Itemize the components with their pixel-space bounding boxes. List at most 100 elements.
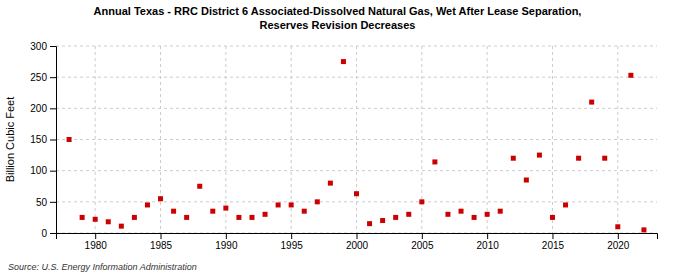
tick-label: 200 <box>30 103 47 114</box>
axis-line <box>57 234 658 240</box>
point <box>249 215 254 220</box>
point <box>380 218 385 223</box>
tick: 2000 <box>346 233 369 251</box>
tick-label: 1990 <box>215 240 238 251</box>
tick-mark <box>552 233 553 239</box>
point <box>641 227 646 232</box>
tick: 150 <box>30 134 56 145</box>
tick: 1990 <box>215 233 238 251</box>
point <box>197 184 202 189</box>
tick-label: 2000 <box>346 240 369 251</box>
grid-line-x <box>356 46 357 233</box>
point <box>419 199 424 204</box>
tick-mark <box>50 171 56 172</box>
tick: 1995 <box>281 233 304 251</box>
point <box>563 202 568 207</box>
point <box>445 212 450 217</box>
tick-mark <box>487 233 488 239</box>
point <box>119 224 124 229</box>
point <box>485 212 490 217</box>
annotation: Source: U.S. Energy Information Administ… <box>8 262 197 272</box>
tick-label: 1995 <box>281 240 304 251</box>
point <box>80 215 85 220</box>
tick-mark <box>226 233 227 239</box>
point <box>106 219 111 224</box>
tick: 2015 <box>542 233 565 251</box>
point <box>432 159 437 164</box>
tick: 200 <box>30 103 56 114</box>
point <box>289 202 294 207</box>
tick-mark <box>291 233 292 239</box>
tick-mark <box>422 233 423 239</box>
tick-label: 50 <box>36 197 48 208</box>
grid-line-x <box>95 46 96 233</box>
point <box>354 191 359 196</box>
tick-label: 1985 <box>150 240 173 251</box>
point <box>236 215 241 220</box>
point <box>511 156 516 161</box>
tick-label: 2020 <box>607 240 630 251</box>
tick-mark <box>161 233 162 239</box>
grid-line-y <box>56 139 657 140</box>
grid-line-y <box>56 170 657 171</box>
x-axis: 1980 1985 1990 1995 2000 2005 2010 2015 2020 <box>57 233 658 251</box>
point <box>628 73 633 78</box>
chart: Annual Texas - RRC District 6 Associated… <box>0 0 675 275</box>
y-axis: 050100150200250300 <box>30 41 56 239</box>
plot: 1980 1985 1990 1995 2000 2005 2010 2015 2020 0 50 1… <box>30 41 657 251</box>
tick: 2005 <box>411 233 434 251</box>
tick-label: 2005 <box>411 240 434 251</box>
point <box>602 156 607 161</box>
point <box>263 212 268 217</box>
tick-mark <box>357 233 358 239</box>
tick-mark <box>50 46 56 47</box>
tick-mark <box>50 77 56 78</box>
point <box>315 199 320 204</box>
point <box>184 215 189 220</box>
y-axis-label: Billion Cubic Feet <box>4 97 16 183</box>
point <box>406 212 411 217</box>
tick: 2020 <box>607 233 630 251</box>
tick-mark <box>95 233 96 239</box>
tick-mark <box>50 108 56 109</box>
tick: 50 <box>36 197 56 208</box>
point <box>472 215 477 220</box>
point <box>145 202 150 207</box>
title-line: Reserves Revision Decreases <box>260 19 416 31</box>
points <box>67 59 647 232</box>
grid-line-x <box>617 46 618 233</box>
tick-label: 0 <box>41 228 47 239</box>
grid-line-x <box>421 46 422 233</box>
grid-line-x <box>225 46 226 233</box>
tick-label: 2010 <box>477 240 500 251</box>
point <box>223 206 228 211</box>
point <box>393 215 398 220</box>
tick-label: 300 <box>30 41 47 52</box>
point <box>589 100 594 105</box>
tick-label: 2015 <box>542 240 565 251</box>
tick: 1980 <box>85 233 108 251</box>
point <box>498 209 503 214</box>
point <box>576 156 581 161</box>
tick-mark <box>50 140 56 141</box>
point <box>328 181 333 186</box>
tick: 0 <box>41 228 56 239</box>
point <box>67 137 72 142</box>
tick: 300 <box>30 41 56 52</box>
grid-line-x <box>160 46 161 233</box>
point <box>367 221 372 226</box>
tick-label: 1980 <box>85 240 108 251</box>
point <box>158 196 163 201</box>
point <box>302 209 307 214</box>
point <box>615 224 620 229</box>
grid <box>56 46 657 233</box>
point <box>341 59 346 64</box>
point <box>537 153 542 158</box>
point <box>171 209 176 214</box>
point <box>93 217 98 222</box>
tick-label: 250 <box>30 72 47 83</box>
tick-mark <box>50 202 56 203</box>
tick-label: 150 <box>30 134 47 145</box>
title-line: Annual Texas - RRC District 6 Associated… <box>94 5 582 17</box>
tick-mark <box>618 233 619 239</box>
